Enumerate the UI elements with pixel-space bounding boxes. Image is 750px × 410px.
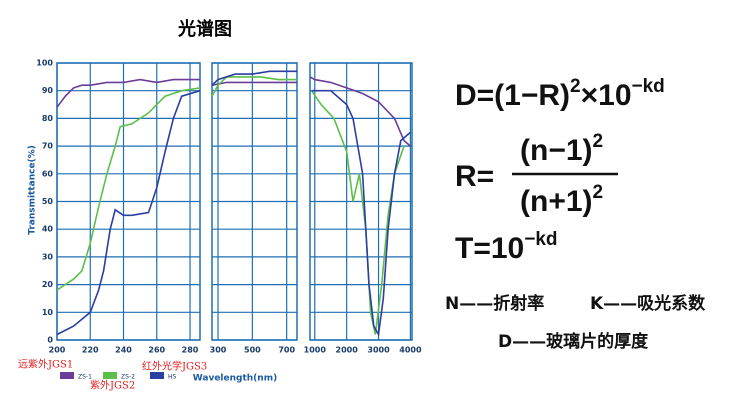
annotation: 远紫外JGS1 — [18, 359, 73, 371]
formula-part: (n−1) — [520, 134, 593, 167]
series-line — [211, 70, 297, 86]
series-line — [309, 76, 411, 147]
x-tick-label: 220 — [82, 346, 99, 355]
legend-swatch — [103, 372, 117, 379]
formula-r-num: (n−1)2 — [520, 131, 603, 167]
x-tick-label: 200 — [49, 346, 66, 355]
y-tick-label: 60 — [42, 169, 54, 178]
legend-label: ZS-1 — [78, 374, 92, 381]
formula-sup: 2 — [570, 76, 581, 97]
legend-swatch — [60, 372, 74, 379]
series-line — [56, 89, 201, 336]
x-tick-label: 1000 — [304, 346, 327, 355]
formula-r-lhs: R= — [455, 160, 494, 193]
formula-sup: −kd — [632, 76, 665, 97]
formula-part: D=(1−R) — [455, 79, 570, 112]
x-tick-label: 2000 — [336, 346, 359, 355]
series-line — [311, 89, 411, 337]
formula-part: (n+1) — [520, 185, 593, 218]
formula-sup: 2 — [593, 182, 604, 203]
annotation: 紫外JGS2 — [90, 380, 135, 392]
y-tick-label: 20 — [42, 280, 54, 289]
x-tick-label: 260 — [148, 346, 165, 355]
x-tick-label: 500 — [244, 346, 261, 355]
series-line — [211, 81, 297, 86]
legend-label: ZS-2 — [121, 374, 135, 381]
x-tick-label: 280 — [182, 346, 199, 355]
y-tick-label: 10 — [42, 308, 54, 317]
formula-sup: 2 — [593, 131, 604, 152]
note: N——折射率 — [445, 293, 544, 314]
formula-r-den: (n+1)2 — [520, 182, 603, 218]
y-tick-label: 70 — [42, 142, 54, 151]
x-tick-label: 3000 — [367, 346, 390, 355]
formula-d: D=(1−R)2×10−kd — [455, 76, 665, 112]
legend-label: HS — [168, 374, 177, 381]
note: D——玻璃片的厚度 — [498, 331, 649, 352]
x-tick-label: 300 — [210, 346, 227, 355]
y-tick-label: 0 — [47, 336, 53, 345]
annotation: 红外光学JGS3 — [142, 360, 207, 373]
y-axis-label: Transmittance(%) — [28, 145, 38, 235]
note: K——吸光系数 — [590, 293, 706, 314]
y-tick-label: 100 — [36, 59, 53, 68]
chart-title: 光谱图 — [177, 18, 232, 40]
formula-sup: −kd — [524, 229, 557, 250]
x-axis-label: Wavelength(nm) — [193, 374, 277, 384]
series-line — [56, 87, 201, 291]
y-tick-label: 50 — [42, 197, 54, 206]
series-line — [56, 78, 200, 108]
y-tick-label: 90 — [42, 86, 54, 95]
series-line — [211, 76, 297, 97]
x-tick-label: 4000 — [399, 346, 422, 355]
formula-part: ×10 — [581, 79, 632, 112]
x-tick-label: 700 — [278, 346, 295, 355]
formula-part: T=10 — [455, 232, 524, 265]
legend-swatch — [150, 372, 164, 379]
formula-t: T=10−kd — [455, 229, 558, 265]
x-tick-label: 240 — [115, 346, 132, 355]
y-tick-label: 40 — [42, 225, 54, 234]
y-tick-label: 30 — [42, 252, 54, 261]
y-tick-label: 80 — [42, 114, 54, 123]
